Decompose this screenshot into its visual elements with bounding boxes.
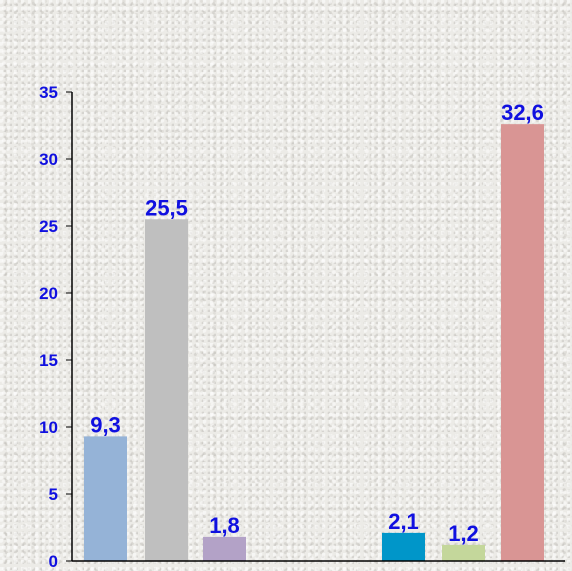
y-tick-label: 30 [39, 150, 58, 169]
bar-data-label: 1,2 [448, 521, 479, 546]
bars-group [84, 124, 544, 562]
data-labels-group: 9,3 25,5 1,8 2,1 1,2 32,6 [90, 100, 544, 546]
y-tick-label: 5 [49, 485, 58, 504]
bar-data-label: 2,1 [388, 509, 419, 534]
bar [442, 544, 485, 561]
y-tick-label: 15 [39, 351, 58, 370]
bar [382, 532, 425, 561]
bar [84, 436, 127, 561]
y-tick-label: 0 [49, 552, 58, 571]
y-axis-ticks: 0 5 10 15 20 25 30 35 [39, 83, 72, 571]
bar [501, 124, 544, 561]
y-tick-label: 20 [39, 284, 58, 303]
bar-data-label: 9,3 [90, 412, 121, 437]
bar-data-label: 25,5 [145, 195, 188, 220]
y-tick-label: 10 [39, 418, 58, 437]
bar-data-label: 1,8 [209, 513, 240, 538]
y-tick-label: 25 [39, 217, 58, 236]
bar-data-label: 32,6 [501, 100, 544, 125]
y-tick-label: 35 [39, 83, 58, 102]
bar [145, 219, 188, 562]
bar [203, 536, 246, 561]
axes-group [71, 92, 565, 562]
